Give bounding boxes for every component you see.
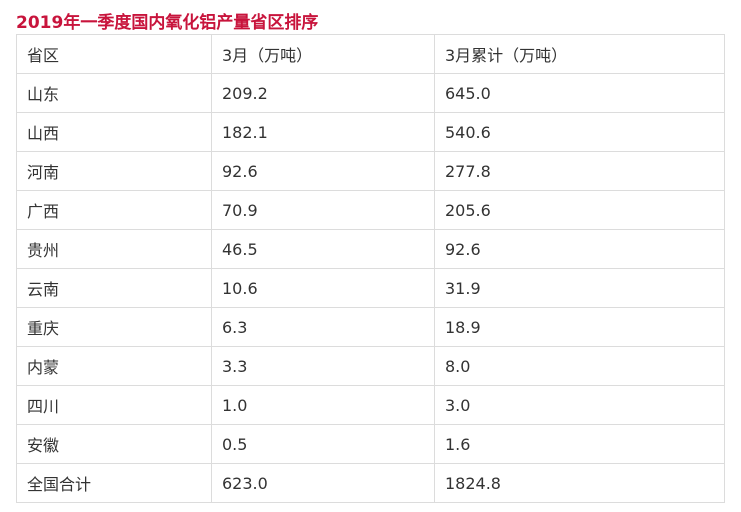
table-cell: 1824.8: [434, 463, 725, 503]
table-cell: 92.6: [211, 151, 435, 191]
table-cell: 内蒙: [16, 346, 212, 386]
table-cell: 全国合计: [16, 463, 212, 503]
table-cell: 623.0: [211, 463, 435, 503]
table-cell: 182.1: [211, 112, 435, 152]
table-cell: 四川: [16, 385, 212, 425]
table-cell: 0.5: [211, 424, 435, 464]
table-cell: 重庆: [16, 307, 212, 347]
table-row: 山东 209.2 645.0: [16, 73, 725, 113]
table-row: 全国合计 623.0 1824.8: [16, 463, 725, 503]
table-cell: 3月（万吨）: [211, 34, 435, 74]
table-cell: 46.5: [211, 229, 435, 269]
table-cell: 277.8: [434, 151, 725, 191]
table-cell: 3.0: [434, 385, 725, 425]
table-cell: 70.9: [211, 190, 435, 230]
table-row: 重庆 6.3 18.9: [16, 307, 725, 347]
table-cell: 山西: [16, 112, 212, 152]
table-cell: 3.3: [211, 346, 435, 386]
table-row: 广西 70.9 205.6: [16, 190, 725, 230]
table-row: 山西 182.1 540.6: [16, 112, 725, 152]
table-cell: 广西: [16, 190, 212, 230]
table-cell: 贵州: [16, 229, 212, 269]
table-row: 四川 1.0 3.0: [16, 385, 725, 425]
table-cell: 205.6: [434, 190, 725, 230]
table-cell: 10.6: [211, 268, 435, 308]
table-cell: 河南: [16, 151, 212, 191]
table-cell: 645.0: [434, 73, 725, 113]
table-header-row: 省区 3月（万吨） 3月累计（万吨）: [16, 34, 725, 74]
table-cell: 540.6: [434, 112, 725, 152]
table-cell: 省区: [16, 34, 212, 74]
table-row: 河南 92.6 277.8: [16, 151, 725, 191]
table-cell: 3月累计（万吨）: [434, 34, 725, 74]
table-cell: 8.0: [434, 346, 725, 386]
table-cell: 6.3: [211, 307, 435, 347]
table-row: 贵州 46.5 92.6: [16, 229, 725, 269]
table-cell: 安徽: [16, 424, 212, 464]
page-title: 2019年一季度国内氧化铝产量省区排序: [16, 13, 319, 33]
production-table: 省区 3月（万吨） 3月累计（万吨） 山东 209.2 645.0 山西 182.1 540.6…: [16, 34, 725, 503]
table-cell: 92.6: [434, 229, 725, 269]
table-cell: 209.2: [211, 73, 435, 113]
table-cell: 18.9: [434, 307, 725, 347]
table-cell: 1.6: [434, 424, 725, 464]
table-cell: 云南: [16, 268, 212, 308]
table-cell: 1.0: [211, 385, 435, 425]
table-cell: 山东: [16, 73, 212, 113]
table-cell: 31.9: [434, 268, 725, 308]
table-row: 云南 10.6 31.9: [16, 268, 725, 308]
table-row: 内蒙 3.3 8.0: [16, 346, 725, 386]
table-row: 安徽 0.5 1.6: [16, 424, 725, 464]
